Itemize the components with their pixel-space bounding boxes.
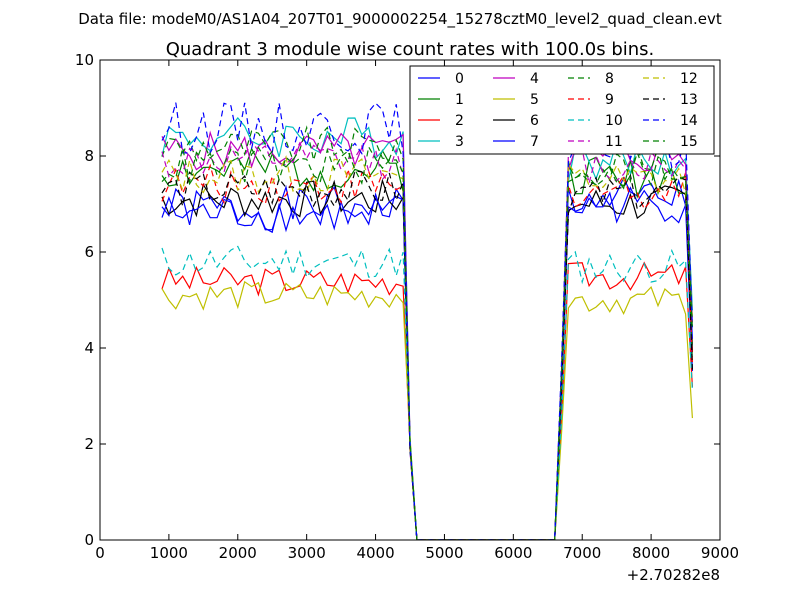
series-line-5 (161, 280, 693, 540)
y-tick-label: 4 (84, 339, 94, 357)
x-tick-label: 9000 (701, 544, 739, 562)
legend-label-10: 10 (605, 113, 623, 129)
y-tick-label: 0 (84, 531, 94, 549)
plot-frame (99, 59, 721, 541)
series-line-13 (161, 170, 693, 540)
series-line-11 (161, 140, 693, 540)
legend-label-14: 14 (680, 113, 698, 129)
legend-label-4: 4 (530, 71, 539, 87)
axis-ticks: 0 1000 2000 3000 4000 5000 6000 7000 8000 9000 0 2 4… (75, 51, 739, 562)
x-tick-label: 5000 (425, 544, 463, 562)
x-tick-label: 2000 (219, 544, 257, 562)
series-layer (161, 102, 693, 540)
x-tick-label: 7000 (563, 544, 601, 562)
legend-label-0: 0 (455, 71, 464, 87)
legend-label-8: 8 (605, 71, 614, 87)
legend-label-12: 12 (680, 71, 698, 87)
x-tick-label: 1000 (150, 544, 188, 562)
series-line-14 (161, 102, 693, 540)
x-tick-label: 3000 (288, 544, 326, 562)
series-line-12 (161, 155, 693, 540)
legend-label-6: 6 (530, 113, 539, 129)
legend-label-7: 7 (530, 134, 539, 150)
series-line-3 (161, 117, 693, 540)
series-line-4 (161, 130, 693, 540)
series-line-6 (161, 178, 693, 540)
legend-label-3: 3 (455, 134, 464, 150)
series-line-7 (161, 186, 693, 540)
chart-suptitle: Data file: modeM0/AS1A04_207T01_90000022… (78, 10, 722, 29)
series-line-8 (161, 125, 693, 540)
series-line-9 (161, 163, 693, 540)
chart-title: Quadrant 3 module wise count rates with … (166, 39, 655, 60)
series-line-0 (161, 176, 693, 540)
legend-label-13: 13 (680, 92, 698, 108)
x-tick-label: 8000 (632, 544, 670, 562)
plot-area: 0 1000 2000 3000 4000 5000 6000 7000 8000 9000 0 2 4… (75, 51, 739, 584)
legend-label-15: 15 (680, 134, 698, 150)
y-tick-label: 10 (75, 51, 94, 69)
legend-label-1: 1 (455, 92, 464, 108)
x-tick-label: 6000 (494, 544, 532, 562)
legend-frame (409, 65, 715, 155)
series-line-2 (161, 261, 693, 540)
legend-label-9: 9 (605, 92, 614, 108)
legend-label-5: 5 (530, 92, 539, 108)
x-tick-label: 0 (95, 544, 105, 562)
x-tick-label: 4000 (356, 544, 394, 562)
series-line-10 (161, 245, 693, 540)
y-tick-label: 6 (84, 243, 94, 261)
legend-label-2: 2 (455, 113, 464, 129)
legend-label-11: 11 (605, 134, 623, 150)
y-tick-label: 2 (84, 435, 94, 453)
y-tick-label: 8 (84, 147, 94, 165)
x-offset-label: +2.70282e8 (627, 566, 720, 584)
